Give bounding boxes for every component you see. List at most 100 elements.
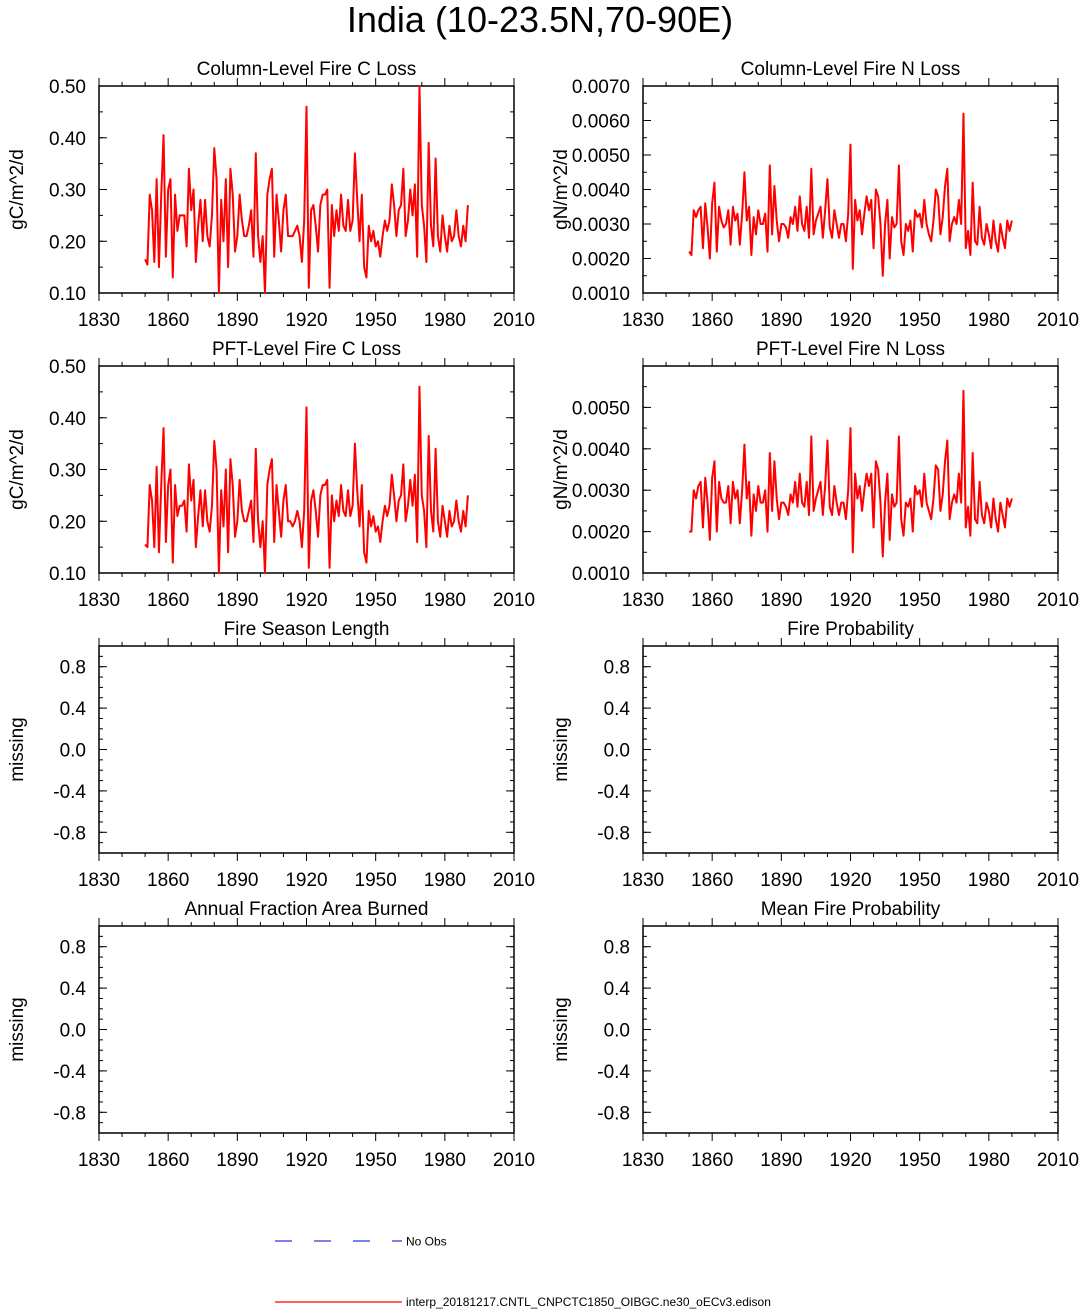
x-tick-label: 1920 [829, 590, 871, 611]
y-tick-label: 0.0010 [572, 564, 630, 585]
x-tick-label: 2010 [1037, 870, 1079, 891]
x-tick-label: 1890 [760, 870, 802, 891]
y-axis-label: gC/m^2/d [7, 149, 28, 230]
x-tick-label: 1980 [424, 1150, 466, 1171]
x-tick-label: 1830 [622, 590, 664, 611]
chart-title: Annual Fraction Area Burned [185, 899, 429, 920]
y-tick-label: 0.0020 [572, 250, 630, 271]
plot-frame [642, 925, 1059, 1134]
x-tick-label: 1980 [424, 310, 466, 331]
y-axis-label: gN/m^2/d [551, 149, 572, 230]
y-tick-label: -0.8 [53, 823, 86, 844]
x-tick-label: 1920 [829, 870, 871, 891]
legend: No Obs interp_20181217.CNTL_CNPCTC1850_O… [275, 1235, 771, 1309]
series-line-1 [144, 85, 469, 294]
chart-panel-6: Fire Probability missing 1830 1860 1890 1920 1… [551, 619, 1079, 891]
x-tick-label: 1890 [760, 1150, 802, 1171]
y-tick-label: 0.0070 [572, 77, 630, 98]
x-tick-label: 1860 [147, 870, 189, 891]
x-tick-label: 1950 [355, 870, 397, 891]
x-tick-label: 1890 [216, 310, 258, 331]
y-tick-label: 0.8 [60, 658, 86, 679]
y-tick-label: 0.50 [49, 77, 86, 98]
x-tick-label: 1830 [78, 870, 120, 891]
x-tick-label: 2010 [493, 870, 535, 891]
y-tick-label: 0.10 [49, 284, 86, 305]
x-tick-label: 1950 [899, 870, 941, 891]
y-tick-label: 0.30 [49, 181, 86, 202]
series-line-1 [688, 112, 1013, 277]
y-tick-label: 0.0050 [572, 146, 630, 167]
y-tick-label: 0.20 [49, 512, 86, 533]
x-tick-label: 2010 [493, 590, 535, 611]
y-tick-label: -0.8 [597, 1103, 630, 1124]
x-tick-label: 1920 [285, 1150, 327, 1171]
y-axis-label: gC/m^2/d [7, 429, 28, 510]
y-tick-label: 0.0040 [572, 181, 630, 202]
plot-frame [98, 645, 515, 854]
chart-panel-7: Annual Fraction Area Burned missing 1830 18… [7, 899, 535, 1171]
y-tick-label: 0.0050 [572, 398, 630, 419]
y-tick-label: -0.4 [53, 782, 86, 803]
y-axis-label: missing [7, 997, 28, 1061]
chart-panel-1: Column-Level Fire C Loss gC/m^2/d 1830 1860… [7, 59, 535, 331]
x-tick-label: 1860 [147, 590, 189, 611]
y-tick-label: 0.4 [604, 699, 631, 720]
panels: Column-Level Fire C Loss gC/m^2/d 1830 1860… [7, 59, 1079, 1171]
y-tick-label: 0.0010 [572, 284, 630, 305]
y-tick-label: 0.0040 [572, 440, 630, 461]
x-tick-label: 1950 [899, 310, 941, 331]
series-line-1 [689, 389, 1013, 558]
chart-panel-8: Mean Fire Probability missing 1830 1860 1890… [551, 899, 1079, 1171]
x-tick-label: 1950 [899, 590, 941, 611]
x-tick-label: 1920 [285, 310, 327, 331]
y-axis-label: missing [551, 717, 572, 781]
chart-panel-4: PFT-Level Fire N Loss gN/m^2/d 1830 1860 189… [551, 339, 1079, 611]
plot-frame [642, 645, 1059, 854]
chart-title: PFT-Level Fire C Loss [212, 339, 401, 360]
chart-title: PFT-Level Fire N Loss [756, 339, 945, 360]
y-tick-label: 0.0 [604, 1021, 630, 1042]
y-tick-label: 0.0060 [572, 112, 630, 133]
x-tick-label: 1920 [285, 590, 327, 611]
x-tick-label: 1890 [216, 870, 258, 891]
x-tick-label: 1890 [760, 310, 802, 331]
y-tick-label: 0.4 [60, 979, 87, 1000]
chart-panel-2: Column-Level Fire N Loss gN/m^2/d 1830 1860… [551, 59, 1079, 331]
chart-title: Column-Level Fire N Loss [741, 59, 961, 80]
x-tick-label: 1920 [829, 310, 871, 331]
x-tick-label: 1890 [760, 590, 802, 611]
x-tick-label: 2010 [1037, 1150, 1079, 1171]
x-tick-label: 1980 [968, 310, 1010, 331]
chart-title: Mean Fire Probability [761, 899, 941, 920]
y-tick-label: 0.40 [49, 409, 86, 430]
x-tick-label: 1860 [691, 590, 733, 611]
y-tick-label: 0.0030 [572, 215, 630, 236]
y-tick-label: 0.0 [604, 741, 630, 762]
x-tick-label: 1830 [622, 1150, 664, 1171]
y-axis-label: gN/m^2/d [551, 429, 572, 510]
x-tick-label: 1950 [355, 310, 397, 331]
x-tick-label: 1830 [622, 310, 664, 331]
y-tick-label: 0.20 [49, 232, 86, 253]
x-tick-label: 1890 [216, 1150, 258, 1171]
x-tick-label: 1860 [147, 310, 189, 331]
legend-obs-label: No Obs [406, 1235, 447, 1249]
y-tick-label: 0.4 [60, 699, 87, 720]
y-tick-label: 0.50 [49, 357, 86, 378]
y-tick-label: 0.0 [60, 1021, 86, 1042]
y-axis-label: missing [551, 997, 572, 1061]
x-tick-label: 2010 [1037, 590, 1079, 611]
chart-title: Fire Season Length [224, 619, 390, 640]
x-tick-label: 1890 [216, 590, 258, 611]
y-tick-label: 0.0 [60, 741, 86, 762]
x-tick-label: 1980 [968, 590, 1010, 611]
figure-title: India (10-23.5N,70-90E) [346, 0, 734, 40]
y-tick-label: -0.8 [597, 823, 630, 844]
plot-frame [98, 925, 515, 1134]
y-axis-label: missing [7, 717, 28, 781]
y-tick-label: -0.4 [597, 782, 630, 803]
x-tick-label: 1980 [424, 870, 466, 891]
y-tick-label: 0.4 [604, 979, 631, 1000]
